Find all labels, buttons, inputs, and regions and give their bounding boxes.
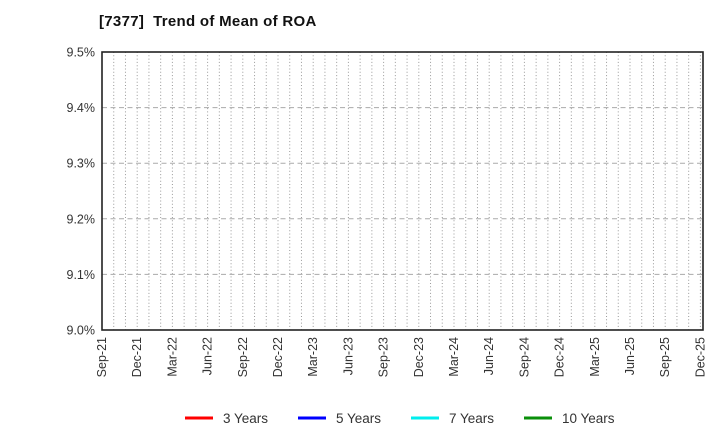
y-axis-tick-label: 9.3% xyxy=(67,157,96,171)
gridlines xyxy=(102,52,703,330)
y-axis: 9.0% 9.1% 9.2% 9.3% 9.4% 9.5% xyxy=(67,46,96,338)
legend-item-10-years: 10 Years xyxy=(524,411,615,426)
x-axis-tick-label: Jun-24 xyxy=(482,337,496,375)
plot-border xyxy=(101,51,704,331)
y-axis-tick-label: 9.2% xyxy=(67,212,96,226)
x-axis: Sep-21 Dec-21 Mar-22 Jun-22 Sep-22 Dec-22 Mar-… xyxy=(95,337,707,377)
legend-label-5-years: 5 Years xyxy=(336,411,381,426)
y-axis-tick-label: 9.1% xyxy=(67,268,96,282)
y-axis-tick-label: 9.4% xyxy=(67,101,96,115)
legend-label-10-years: 10 Years xyxy=(562,411,615,426)
x-axis-tick-label: Sep-24 xyxy=(517,337,531,377)
x-axis-tick-label: Dec-23 xyxy=(412,337,426,377)
x-axis-tick-label: Jun-25 xyxy=(623,337,637,375)
x-axis-tick-label: Jun-22 xyxy=(201,337,215,375)
x-axis-tick-label: Sep-25 xyxy=(658,337,672,377)
x-axis-tick-label: Dec-25 xyxy=(693,337,707,377)
legend-label-7-years: 7 Years xyxy=(449,411,494,426)
x-axis-tick-label: Jun-23 xyxy=(341,337,355,375)
x-axis-tick-label: Sep-22 xyxy=(236,337,250,377)
x-axis-tick-label: Sep-23 xyxy=(377,337,391,377)
x-axis-tick-label: Mar-25 xyxy=(588,337,602,377)
legend-item-7-years: 7 Years xyxy=(411,411,494,426)
x-axis-tick-label: Mar-23 xyxy=(306,337,320,377)
legend: 3 Years 5 Years 7 Years 10 Years xyxy=(185,411,615,426)
chart-title: [7377] Trend of Mean of ROA xyxy=(99,13,317,30)
legend-label-3-years: 3 Years xyxy=(223,411,268,426)
y-axis-tick-label: 9.5% xyxy=(67,46,96,60)
x-axis-tick-label: Dec-24 xyxy=(553,337,567,377)
legend-item-3-years: 3 Years xyxy=(185,411,268,426)
legend-item-5-years: 5 Years xyxy=(298,411,381,426)
x-axis-tick-label: Mar-22 xyxy=(165,337,179,377)
x-axis-tick-label: Sep-21 xyxy=(95,337,109,377)
x-axis-tick-label: Dec-22 xyxy=(271,337,285,377)
x-axis-tick-label: Dec-21 xyxy=(130,337,144,377)
x-axis-tick-label: Mar-24 xyxy=(447,337,461,377)
y-axis-tick-label: 9.0% xyxy=(67,324,96,338)
